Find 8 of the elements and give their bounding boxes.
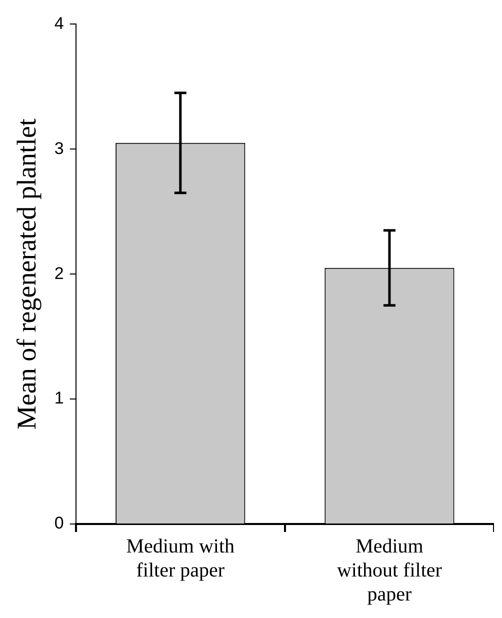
- y-tick-label: 0: [54, 514, 64, 533]
- x-tick-label: Medium with filter paper: [126, 535, 235, 582]
- x-tick-label: Medium without filter paper: [336, 535, 442, 606]
- y-tick-label: 1: [54, 388, 64, 408]
- y-axis-title: Mean of regenerated plantlet: [11, 118, 42, 430]
- y-tick-label: 2: [54, 264, 64, 283]
- y-tick-label: 3: [54, 138, 64, 158]
- y-tick-label: 4: [54, 14, 64, 33]
